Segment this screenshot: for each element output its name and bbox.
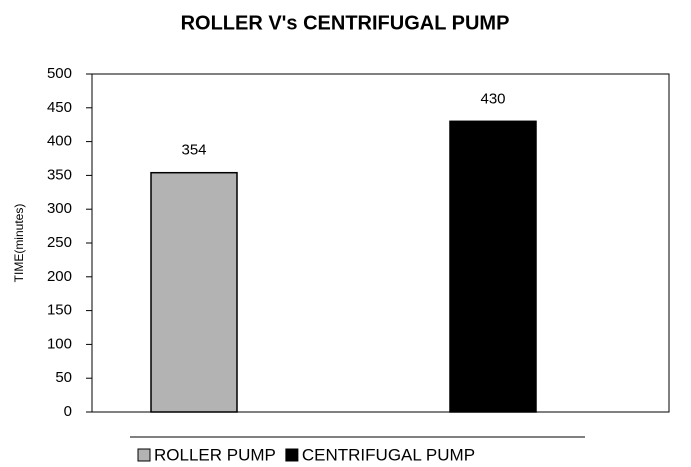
- legend-swatch: [285, 448, 299, 462]
- y-tick-label: 150: [47, 302, 72, 319]
- y-tick-label: 450: [47, 99, 72, 116]
- y-tick-label: 350: [47, 166, 72, 183]
- bar: [150, 171, 238, 413]
- data-label: 430: [480, 90, 505, 107]
- chart-title: ROLLER V's CENTRIFUGAL PUMP: [181, 12, 510, 34]
- y-tick-label: 200: [47, 268, 72, 285]
- y-tick-label: 50: [55, 369, 72, 386]
- y-tick-label: 400: [47, 133, 72, 150]
- y-tick-label: 0: [64, 403, 72, 420]
- legend-label: ROLLER PUMP: [154, 445, 276, 464]
- bar: [449, 120, 537, 413]
- y-tick-label: 300: [47, 200, 72, 217]
- y-axis-label: TIME(minutes): [12, 204, 26, 283]
- data-label: 354: [181, 142, 206, 159]
- legend-label: CENTRIFUGAL PUMP: [302, 445, 475, 464]
- y-tick-label: 250: [47, 234, 72, 251]
- y-tick-label: 500: [47, 65, 72, 82]
- legend-swatch: [137, 448, 151, 462]
- y-tick-label: 100: [47, 335, 72, 352]
